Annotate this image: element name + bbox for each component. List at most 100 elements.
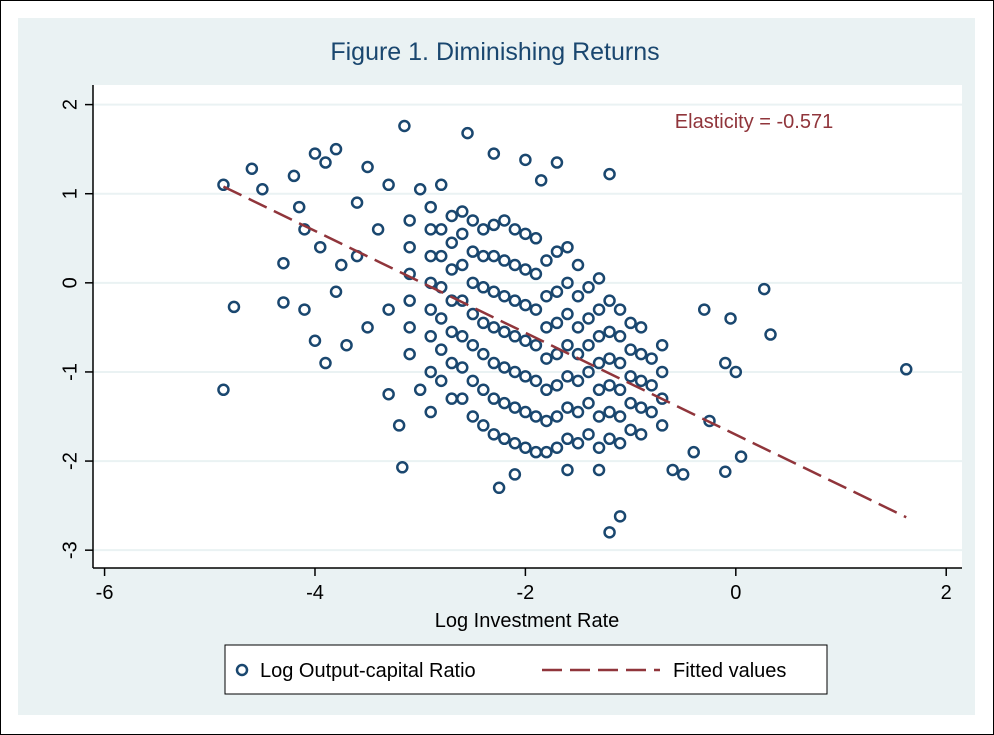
scatter-point xyxy=(613,436,627,450)
scatter-point xyxy=(582,338,595,352)
scatter-point xyxy=(350,196,364,209)
scatter-point xyxy=(434,312,448,325)
scatter-point xyxy=(519,370,532,383)
scatter-point xyxy=(434,223,448,236)
scatter-point xyxy=(466,245,480,258)
marks xyxy=(217,119,913,539)
scatter-point xyxy=(461,126,474,140)
scatter-point xyxy=(424,200,437,214)
scatter-point xyxy=(477,223,490,236)
scatter-point xyxy=(396,461,409,474)
scatter-point xyxy=(508,258,522,272)
scatter-point xyxy=(403,321,416,334)
scatter-point xyxy=(487,218,501,232)
scatter-point xyxy=(519,227,532,241)
scatter-point xyxy=(277,256,290,270)
scatter-point xyxy=(445,236,459,249)
scatter-point xyxy=(508,294,522,307)
scatter-point xyxy=(571,289,585,303)
scatter-point xyxy=(613,383,627,397)
scatter-point xyxy=(676,468,690,481)
scatter-point xyxy=(540,254,553,267)
scatter-point xyxy=(413,383,427,397)
scatter-point xyxy=(319,356,332,370)
scatter-point xyxy=(624,423,637,437)
scatter-point xyxy=(613,410,627,423)
scatter-point xyxy=(424,330,437,343)
scatter-point xyxy=(445,263,459,276)
scatter-point xyxy=(724,312,737,325)
scatter-point xyxy=(703,414,716,428)
scatter-point xyxy=(498,325,511,339)
scatter-point xyxy=(434,178,448,192)
y-tick-label: -1 xyxy=(59,363,81,381)
scatter-point xyxy=(466,214,480,227)
scatter-point xyxy=(487,356,501,370)
scatter-point xyxy=(592,272,606,285)
scatter-point xyxy=(592,441,606,454)
scatter-point xyxy=(298,303,311,316)
scatter-point xyxy=(445,325,459,339)
scatter-point xyxy=(634,347,648,361)
scatter-point xyxy=(277,296,290,309)
scatter-point xyxy=(550,156,564,169)
scatter-point xyxy=(540,289,553,303)
scatter-point xyxy=(697,303,711,316)
y-tick-label: -3 xyxy=(59,541,81,559)
scatter-point xyxy=(477,419,490,432)
fitted-line xyxy=(222,185,907,519)
scatter-point xyxy=(613,303,627,316)
scatter-point xyxy=(529,267,543,281)
x-tick-label: 0 xyxy=(730,582,741,604)
scatter-point xyxy=(529,338,543,352)
scatter-point xyxy=(666,463,679,477)
scatter-point xyxy=(319,156,332,169)
scatter-point xyxy=(519,153,532,167)
scatter-point xyxy=(392,419,406,432)
scatter-point xyxy=(456,330,469,343)
scatter-point xyxy=(403,347,416,361)
scatter-point xyxy=(582,428,595,441)
scatter-point xyxy=(550,379,564,392)
scatter-point xyxy=(508,468,522,481)
chart-title: Figure 1. Diminishing Returns xyxy=(330,38,659,66)
scatter-point xyxy=(634,374,648,388)
scatter-point xyxy=(603,325,616,339)
scatter-point xyxy=(561,463,574,477)
scatter-point xyxy=(508,401,522,414)
scatter-point xyxy=(550,245,564,258)
scatter-point xyxy=(571,321,585,334)
scatter-point xyxy=(645,379,658,392)
scatter-point xyxy=(645,405,658,419)
scatter-point xyxy=(313,240,327,254)
scatter-point xyxy=(519,334,532,348)
scatter-point xyxy=(687,445,700,459)
scatter-point xyxy=(519,298,532,312)
axes: -3 -2 -1 0 1 2 -6 -4 -2 0 2 xyxy=(59,85,962,604)
scatter-point xyxy=(645,352,658,365)
scatter-point xyxy=(561,276,574,290)
scatter-point xyxy=(540,445,553,459)
x-tick-label: -4 xyxy=(306,582,324,604)
x-axis-title: Log Investment Rate xyxy=(435,610,620,632)
scatter-point xyxy=(634,321,648,334)
scatter-point xyxy=(382,303,395,316)
x-tick-label: 2 xyxy=(941,582,952,604)
scatter-point xyxy=(487,147,501,160)
scatter-point xyxy=(445,356,459,370)
scatter-point xyxy=(498,361,511,374)
scatter-point xyxy=(571,436,585,450)
scatter-point xyxy=(729,365,743,379)
scatter-point xyxy=(508,330,522,343)
legend-label: Log Output-capital Ratio xyxy=(260,660,476,682)
scatter-point xyxy=(487,285,501,298)
annotation: Elasticity = -0.571 xyxy=(675,111,833,133)
scatter-point xyxy=(603,379,616,392)
scatter-point xyxy=(592,383,606,397)
legend xyxy=(224,644,828,695)
scatter-point xyxy=(634,401,648,414)
scatter-point xyxy=(477,383,490,397)
scatter-point xyxy=(477,316,490,330)
y-tick-label: -2 xyxy=(59,452,81,470)
scatter-point xyxy=(550,285,564,298)
